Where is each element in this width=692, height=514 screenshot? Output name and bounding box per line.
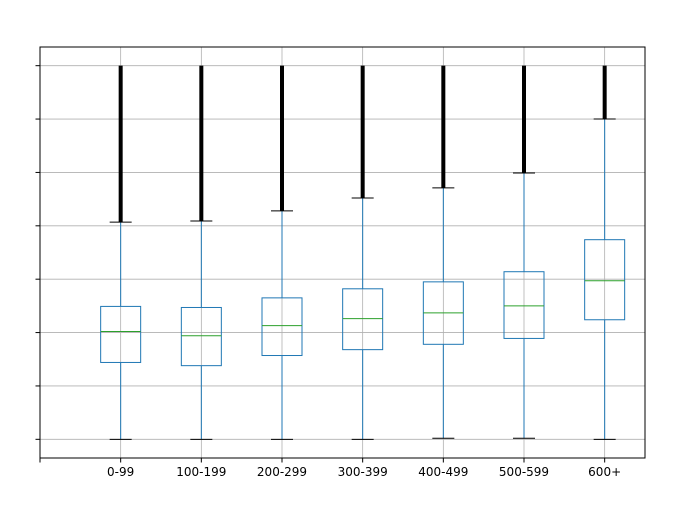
box (342, 288, 384, 351)
x-tick-label: 500-599 (499, 465, 549, 479)
x-tick-label: 100-199 (176, 465, 226, 479)
box (100, 305, 142, 363)
x-tick-label: 200-299 (257, 465, 307, 479)
box (261, 297, 303, 357)
x-tick-label: 300-399 (338, 465, 388, 479)
x-tick-label: 400-499 (418, 465, 468, 479)
plot-frame (39, 46, 646, 459)
x-tick-label: 600+ (588, 465, 621, 479)
x-tick-label: 0-99 (107, 465, 134, 479)
box (584, 239, 626, 321)
box (180, 306, 222, 367)
box (503, 271, 545, 339)
